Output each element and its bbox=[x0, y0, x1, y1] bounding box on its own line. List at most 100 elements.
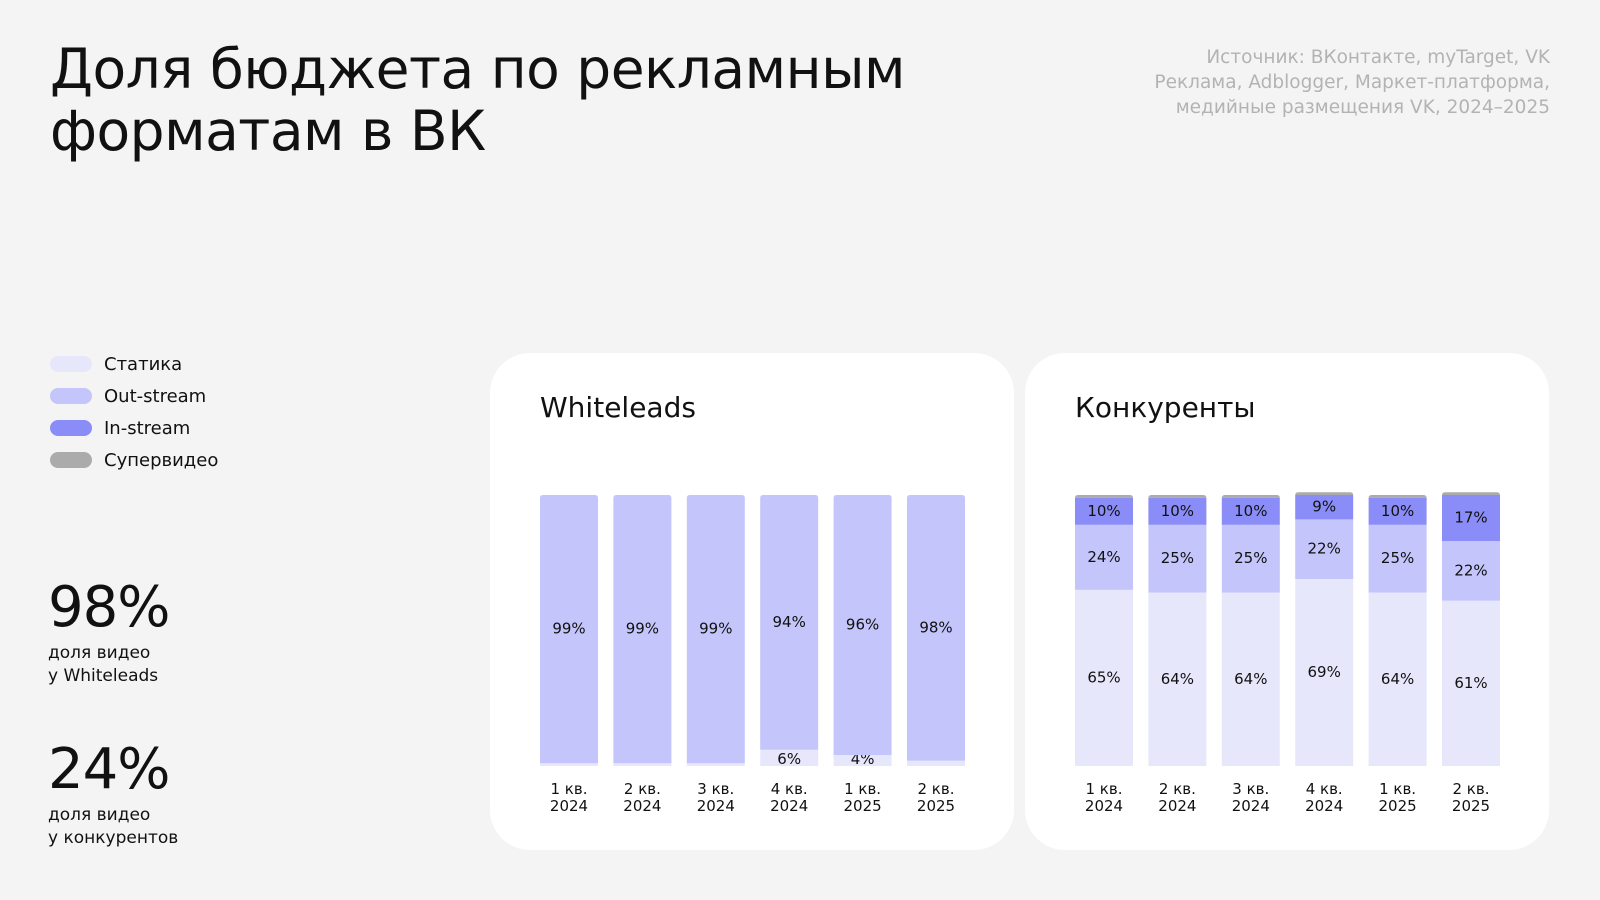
chart-card-whiteleads: Whiteleads 99% 1 кв. 2024 99% 2 кв. 2024 99% 3 … bbox=[490, 353, 1014, 850]
stat-caption-line-1: доля видео bbox=[48, 805, 151, 825]
x-tick-label-1: 2 кв. bbox=[624, 780, 661, 798]
bar-segment-супервидео-0 bbox=[1075, 495, 1133, 498]
legend-swatch-out-stream bbox=[50, 388, 92, 404]
x-tick-label-0: 1 кв. bbox=[551, 780, 588, 798]
data-label-статика-0: 65% bbox=[1087, 668, 1120, 686]
x-tick-label-3: 4 кв. bbox=[1306, 780, 1343, 798]
data-label-статика-4: 64% bbox=[1381, 670, 1414, 688]
bar-segment-out-stream-5 bbox=[907, 495, 965, 761]
bar-segment-out-stream-1 bbox=[1148, 524, 1207, 593]
data-label-out-stream-0: 24% bbox=[1087, 548, 1120, 566]
source-line-1: Источник: ВКонтакте, myTarget, VK bbox=[1206, 47, 1550, 68]
title-line-2: форматам в ВК bbox=[50, 99, 486, 163]
data-label-in-stream-5: 17% bbox=[1454, 509, 1487, 527]
x-tick-year-0: 2024 bbox=[550, 797, 588, 815]
bar-segment-out-stream-0 bbox=[1075, 524, 1133, 590]
bar-segment-out-stream-3 bbox=[760, 495, 819, 750]
bar-segment-in-stream-5 bbox=[1442, 495, 1500, 542]
bar-segment-in-stream-3 bbox=[1295, 495, 1354, 520]
stat-caption-competitors: доля видео у конкурентов bbox=[48, 804, 178, 850]
bar-segment-out-stream-4 bbox=[833, 495, 892, 756]
bar-segment-статика-4 bbox=[833, 755, 892, 766]
bar-segment-in-stream-0 bbox=[1075, 497, 1133, 525]
bar-segment-out-stream-0 bbox=[540, 495, 598, 764]
bar-segment-out-stream-3 bbox=[1295, 519, 1354, 580]
chart-title-whiteleads: Whiteleads bbox=[540, 391, 696, 424]
data-label-out-stream-5: 98% bbox=[919, 618, 952, 636]
data-label-out-stream-1: 99% bbox=[626, 620, 659, 638]
data-label-out-stream-0: 99% bbox=[552, 620, 585, 638]
bar-segment-супервидео-3 bbox=[1295, 492, 1354, 496]
data-label-out-stream-3: 94% bbox=[773, 613, 806, 631]
bar-segment-статика-5 bbox=[907, 760, 965, 766]
data-label-статика-1: 64% bbox=[1161, 670, 1194, 688]
stat-caption-line-2: у конкурентов bbox=[48, 828, 179, 848]
bar-segment-in-stream-2 bbox=[1221, 497, 1280, 525]
data-label-out-stream-1: 25% bbox=[1161, 549, 1194, 567]
x-tick-year-2: 2024 bbox=[1232, 797, 1270, 815]
bar-segment-супервидео-1 bbox=[1148, 495, 1207, 498]
legend-label-out-stream: Out-stream bbox=[104, 385, 207, 407]
data-label-статика-3: 6% bbox=[777, 750, 801, 768]
x-tick-year-3: 2024 bbox=[770, 797, 808, 815]
bar-segment-статика-0 bbox=[540, 763, 598, 766]
x-tick-year-1: 2024 bbox=[1158, 797, 1196, 815]
data-label-out-stream-2: 25% bbox=[1234, 549, 1267, 567]
bar-segment-out-stream-2 bbox=[1221, 524, 1280, 593]
bar-segment-супервидео-4 bbox=[1368, 495, 1427, 498]
data-label-out-stream-4: 96% bbox=[846, 616, 879, 634]
x-tick-label-4: 1 кв. bbox=[844, 780, 881, 798]
legend-swatch-static bbox=[50, 356, 92, 372]
x-tick-year-4: 2025 bbox=[1379, 797, 1417, 815]
title-line-1: Доля бюджета по рекламным bbox=[50, 37, 906, 101]
data-label-in-stream-1: 10% bbox=[1161, 502, 1194, 520]
bar-segment-статика-3 bbox=[1295, 579, 1354, 766]
x-tick-year-3: 2024 bbox=[1305, 797, 1343, 815]
source-note: Источник: ВКонтакте, myTarget, VK Реклам… bbox=[1130, 45, 1550, 120]
x-tick-year-2: 2024 bbox=[697, 797, 735, 815]
bar-segment-out-stream-1 bbox=[613, 495, 672, 764]
stat-value-whiteleads: 98% bbox=[48, 575, 170, 640]
x-tick-year-5: 2025 bbox=[917, 797, 955, 815]
bar-segment-статика-0 bbox=[1075, 589, 1133, 766]
bar-segment-out-stream-2 bbox=[686, 495, 745, 764]
x-tick-label-5: 2 кв. bbox=[1453, 780, 1490, 798]
stat-caption-line-1: доля видео bbox=[48, 643, 151, 663]
data-label-in-stream-0: 10% bbox=[1087, 502, 1120, 520]
data-label-out-stream-4: 25% bbox=[1381, 549, 1414, 567]
legend-label-static: Статика bbox=[104, 353, 183, 375]
bar-segment-in-stream-1 bbox=[1148, 497, 1207, 525]
data-label-in-stream-2: 10% bbox=[1234, 502, 1267, 520]
data-label-статика-5: 61% bbox=[1454, 674, 1487, 692]
bar-segment-in-stream-4 bbox=[1368, 497, 1427, 525]
source-line-2: Реклама, Adblogger, Маркет-платформа, bbox=[1154, 72, 1550, 93]
bar-segment-супервидео-5 bbox=[1442, 492, 1500, 496]
legend-swatch-in-stream bbox=[50, 420, 92, 436]
stat-whiteleads: 98% доля видео у Whiteleads bbox=[48, 575, 170, 688]
chart-title-competitors: Конкуренты bbox=[1075, 391, 1256, 424]
legend-item-out-stream: Out-stream bbox=[50, 380, 218, 412]
x-tick-label-1: 2 кв. bbox=[1159, 780, 1196, 798]
legend-swatch-supervideo bbox=[50, 452, 92, 468]
bar-segment-статика-1 bbox=[1148, 592, 1207, 766]
x-tick-label-4: 1 кв. bbox=[1379, 780, 1416, 798]
stat-value-competitors: 24% bbox=[48, 737, 170, 802]
stat-caption-whiteleads: доля видео у Whiteleads bbox=[48, 642, 169, 688]
data-label-статика-3: 69% bbox=[1308, 663, 1341, 681]
source-line-3: медийные размещения VK, 2024–2025 bbox=[1175, 97, 1550, 118]
bar-segment-out-stream-5 bbox=[1442, 541, 1500, 601]
legend-label-in-stream: In-stream bbox=[104, 417, 191, 439]
data-label-in-stream-4: 10% bbox=[1381, 502, 1414, 520]
bar-segment-статика-2 bbox=[1221, 592, 1280, 766]
legend-item-supervideo: Супервидео bbox=[50, 444, 218, 476]
page-title: Доля бюджета по рекламным форматам в ВК bbox=[50, 38, 950, 162]
bar-segment-статика-2 bbox=[686, 763, 745, 766]
legend-item-static: Статика bbox=[50, 348, 218, 380]
data-label-статика-2: 64% bbox=[1234, 670, 1267, 688]
legend-label-supervideo: Супервидео bbox=[104, 449, 219, 471]
x-tick-year-0: 2024 bbox=[1085, 797, 1123, 815]
legend-item-in-stream: In-stream bbox=[50, 412, 218, 444]
stat-caption-line-2: у Whiteleads bbox=[48, 666, 159, 686]
